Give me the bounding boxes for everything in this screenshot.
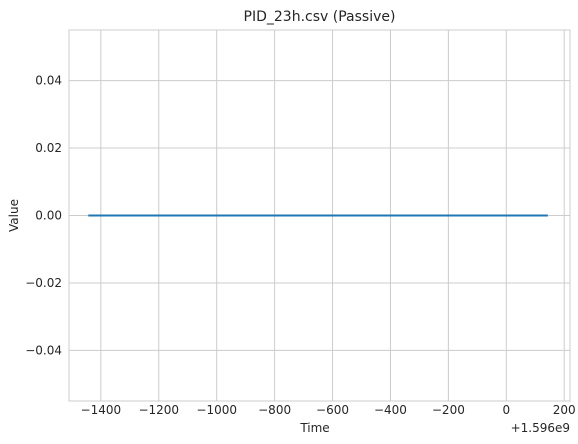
y-tick-label: 0.02 <box>35 141 62 155</box>
plot-frame <box>68 29 571 402</box>
x-tick-label: −200 <box>432 403 465 417</box>
x-tick-label: 200 <box>553 403 576 417</box>
x-tick-label: −600 <box>316 403 349 417</box>
x-axis-label: Time <box>299 421 329 435</box>
x-tick-labels: −1400 −1200 −1000 −800 −600 −400 −200 0 200 <box>81 403 576 417</box>
y-tick-label: −0.02 <box>25 276 62 290</box>
y-tick-label: −0.04 <box>25 343 62 357</box>
y-tick-label: 0.00 <box>35 209 62 223</box>
chart-title: PID_23h.csv (Passive) <box>244 9 396 25</box>
x-tick-label: 0 <box>502 403 510 417</box>
x-tick-label: −1000 <box>196 403 237 417</box>
y-tick-labels: 0.04 0.02 0.00 −0.02 −0.04 <box>25 74 62 358</box>
x-tick-label: −1400 <box>81 403 122 417</box>
y-axis-label: Value <box>7 199 21 232</box>
x-tick-label: −400 <box>374 403 407 417</box>
x-tick-label: −800 <box>258 403 291 417</box>
x-offset-label: +1.596e9 <box>511 421 570 435</box>
y-tick-label: 0.04 <box>35 74 62 88</box>
x-tick-label: −1200 <box>138 403 179 417</box>
